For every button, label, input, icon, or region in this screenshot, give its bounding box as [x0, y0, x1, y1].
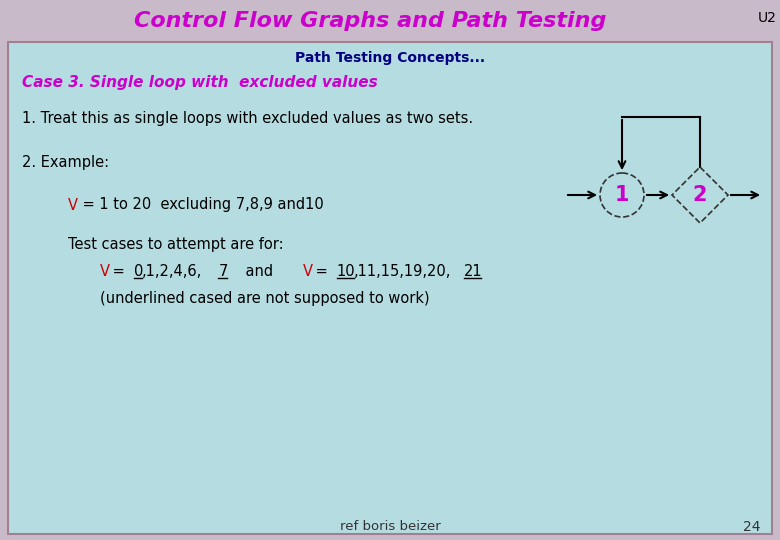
Text: 1. Treat this as single loops with excluded values as two sets.: 1. Treat this as single loops with exclu…	[22, 111, 473, 125]
Text: ,11,15,19,20,: ,11,15,19,20,	[354, 265, 451, 280]
Text: 21: 21	[463, 265, 482, 280]
FancyBboxPatch shape	[8, 42, 772, 534]
Text: V: V	[68, 198, 78, 213]
Text: =: =	[311, 265, 333, 280]
Text: U2: U2	[758, 11, 777, 25]
Text: Control Flow Graphs and Path Testing: Control Flow Graphs and Path Testing	[134, 11, 606, 31]
Text: 7: 7	[218, 265, 228, 280]
Text: ,1,2,4,6,: ,1,2,4,6,	[142, 265, 203, 280]
Text: ref boris beizer: ref boris beizer	[339, 521, 441, 534]
Text: 2. Example:: 2. Example:	[22, 156, 109, 171]
Text: and: and	[227, 265, 282, 280]
Text: V: V	[303, 265, 313, 280]
Text: (underlined cased are not supposed to work): (underlined cased are not supposed to wo…	[100, 291, 430, 306]
Text: 2: 2	[693, 185, 707, 205]
Text: V: V	[100, 265, 110, 280]
Text: 10: 10	[337, 265, 356, 280]
Text: Case 3. Single loop with  excluded values: Case 3. Single loop with excluded values	[22, 76, 378, 91]
Text: 24: 24	[743, 520, 760, 534]
Text: Path Testing Concepts...: Path Testing Concepts...	[295, 51, 485, 65]
Text: = 1 to 20  excluding 7,8,9 and10: = 1 to 20 excluding 7,8,9 and10	[78, 198, 324, 213]
Text: 1: 1	[615, 185, 629, 205]
Text: =: =	[108, 265, 129, 280]
Text: 0: 0	[134, 265, 144, 280]
Text: Test cases to attempt are for:: Test cases to attempt are for:	[68, 238, 284, 253]
